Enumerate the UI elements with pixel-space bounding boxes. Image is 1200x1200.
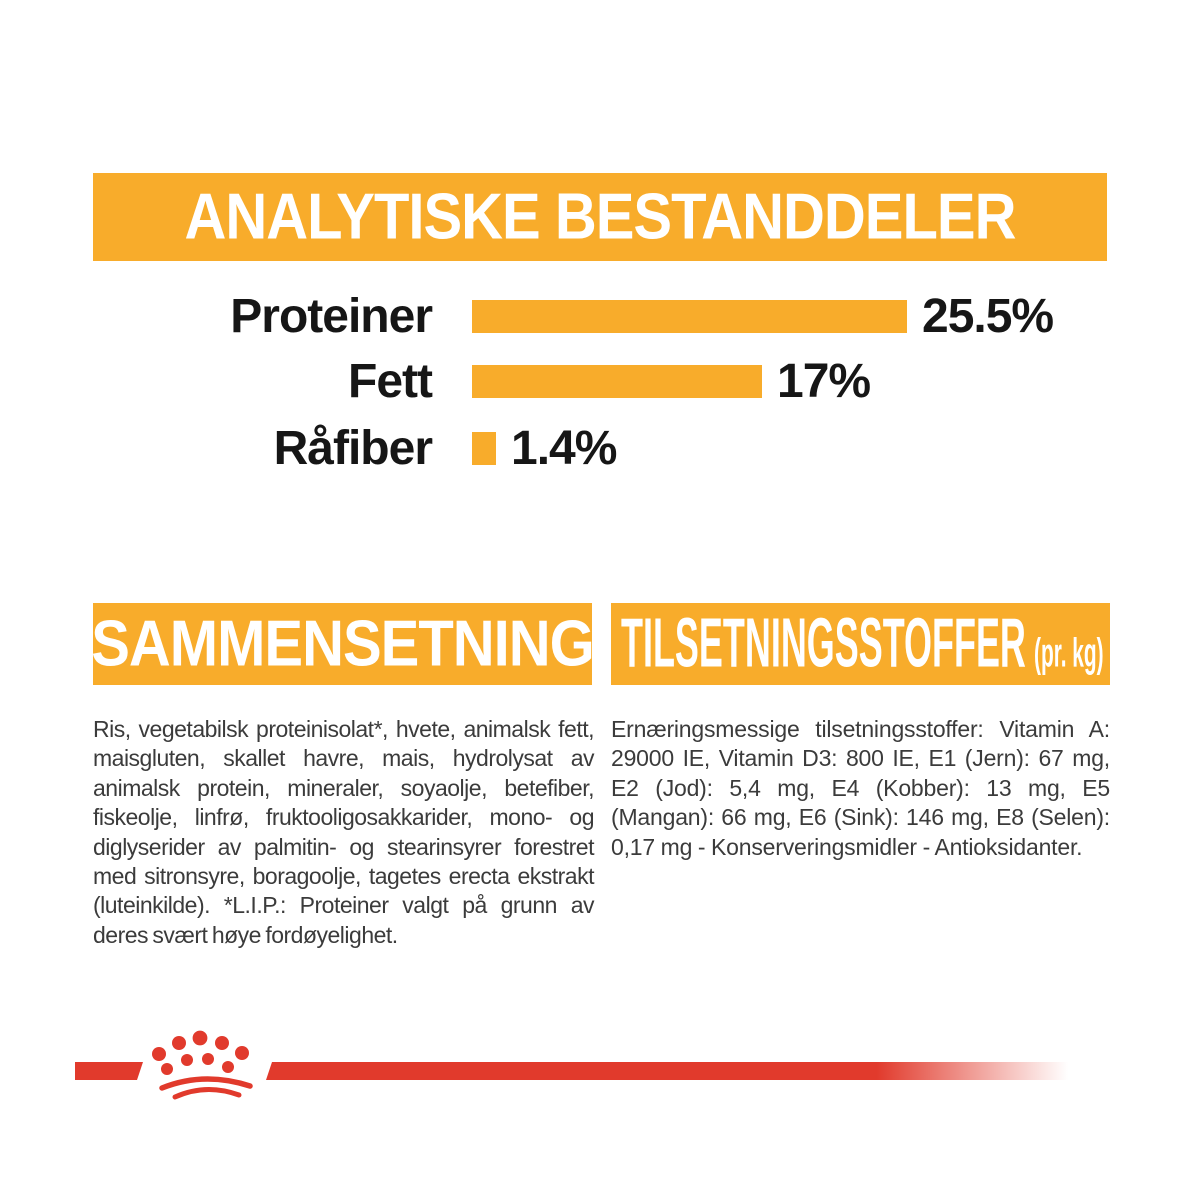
crown-base-outer-arc (159, 1076, 253, 1091)
additives-title: TILSETNINGSSTOFFER (621, 604, 1026, 683)
composition-text: Ris, vegetabilsk proteinisolat*, hvete, … (93, 716, 595, 948)
chart-label-fett: Fett (348, 355, 433, 408)
chart-bar-proteiner (472, 300, 907, 333)
chart-bar-fett (472, 365, 762, 398)
crown-pearls-outer (152, 1030, 249, 1061)
additives-title-row: TILSETNINGSSTOFFER (pr. kg) (621, 609, 1104, 678)
analytical-constituents-title: ANALYTISKE BESTANDDELER (184, 180, 1017, 253)
chart-value-rafiber: 1.4% (511, 422, 617, 475)
crown-base-inner-arc (172, 1086, 242, 1100)
chart-row-rafiber: Råfiber 1.4% (93, 422, 618, 475)
additives-title-unit: (pr. kg) (1034, 629, 1104, 676)
additives-text: Ernæringsmessige tilsetningsstoffer: Vit… (611, 716, 1110, 860)
chart-label-rafiber: Råfiber (273, 422, 433, 475)
chart-row-proteiner: Proteiner 25.5% (93, 290, 1054, 343)
chart-value-fett: 17% (777, 355, 871, 408)
red-rule-left (75, 1062, 143, 1080)
composition-title: SAMMENSETNING (91, 607, 595, 680)
crown-pearls-inner (161, 1053, 234, 1075)
red-rule-right (266, 1062, 1068, 1080)
chart-row-fett: Fett 17% (93, 355, 871, 408)
chart-bar-rafiber (472, 432, 496, 465)
chart-value-proteiner: 25.5% (922, 290, 1054, 343)
additives-banner: TILSETNINGSSTOFFER (pr. kg) (611, 603, 1110, 685)
composition-banner: SAMMENSETNING (91, 603, 595, 685)
chart-label-proteiner: Proteiner (230, 290, 433, 343)
royal-canin-crown-logo (75, 1030, 1068, 1100)
analytical-constituents-banner: ANALYTISKE BESTANDDELER (93, 173, 1107, 261)
